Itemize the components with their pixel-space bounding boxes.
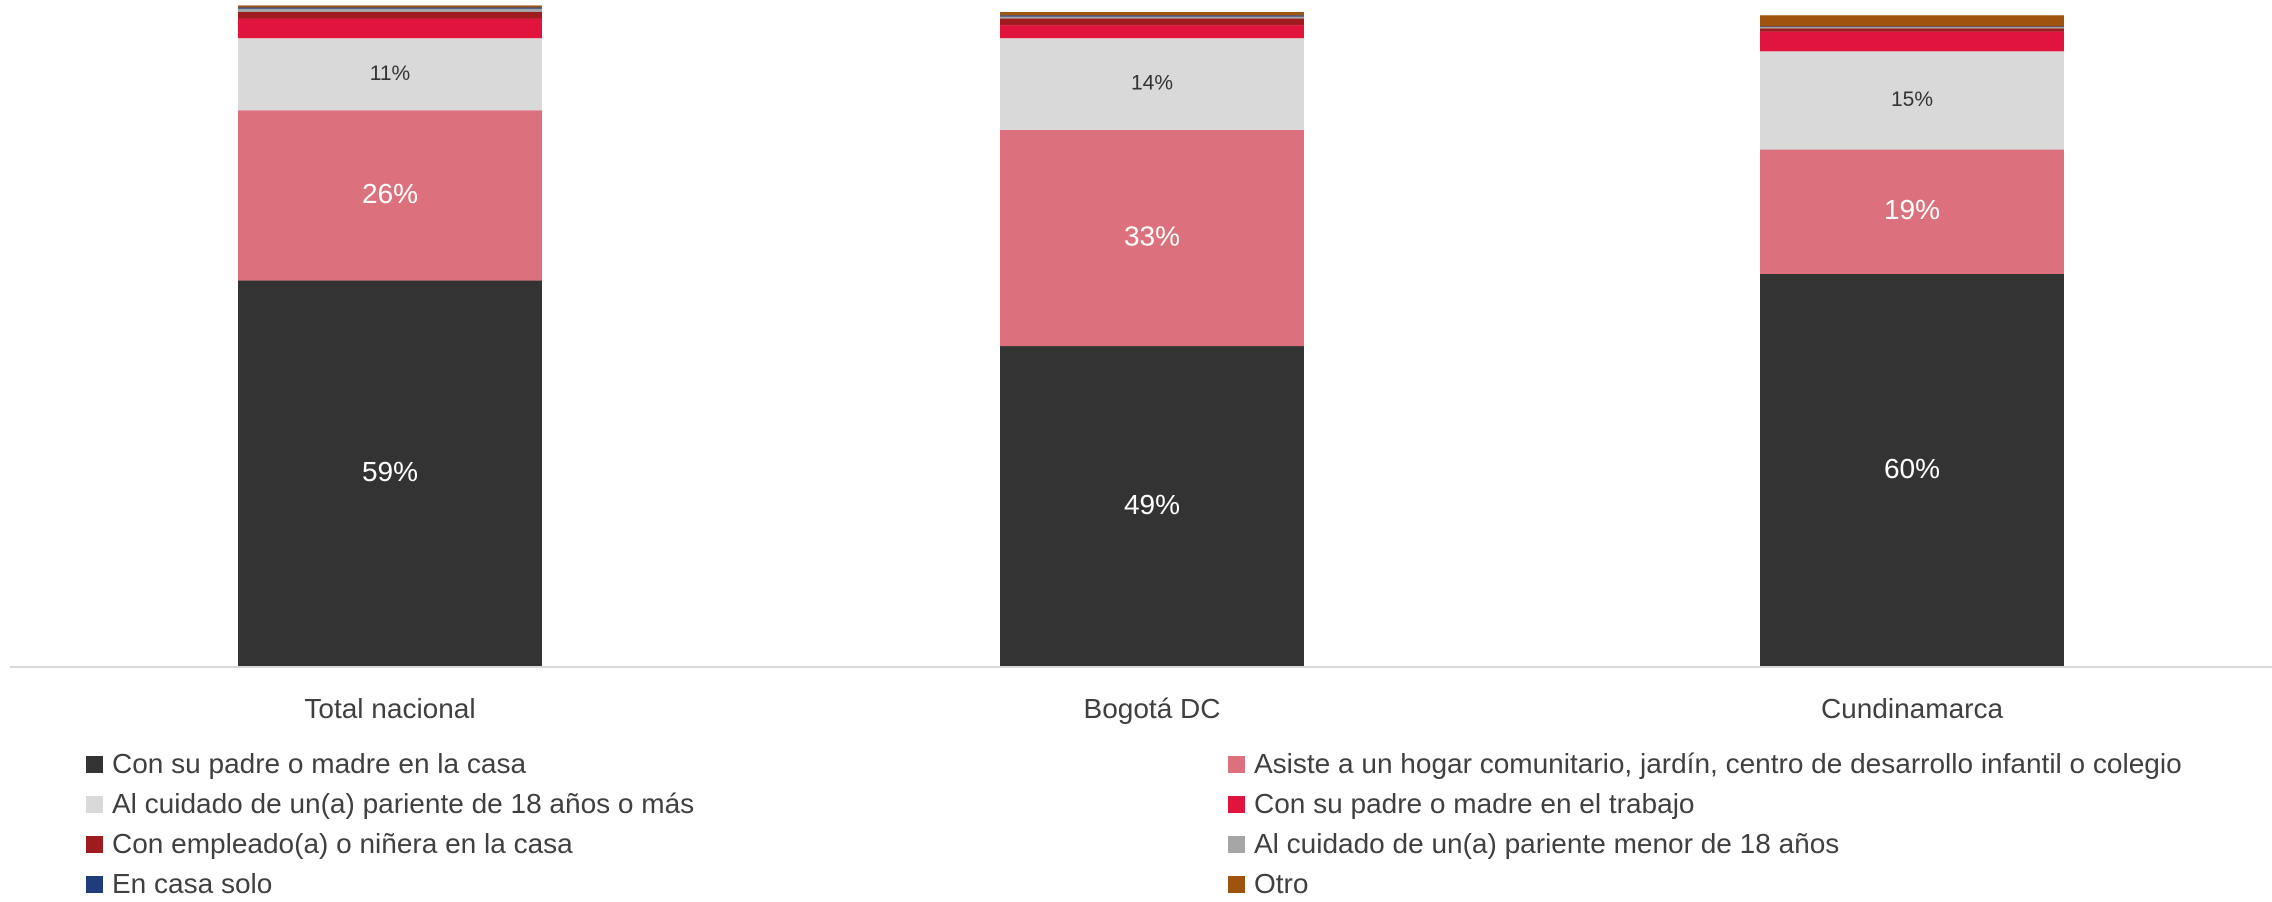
bars-group: 59% 26% 11% 49% 33% 14% 60% 19% 15%: [238, 5, 2064, 667]
bar-segment-2-6: [1760, 26, 2064, 28]
bar-segment-1-3: [1000, 25, 1304, 39]
data-label-1-1: 33%: [1124, 220, 1180, 251]
data-label-0-1: 26%: [362, 178, 418, 209]
data-label-1-0: 49%: [1124, 489, 1180, 520]
legend-item-2: Al cuidado de un(a) pariente de 18 años …: [86, 788, 694, 820]
bar-segment-2-3: [1760, 31, 2064, 52]
bar-segment-1-7: [1000, 12, 1304, 16]
bar-segment-1-1: [1000, 129, 1304, 347]
stacked-bar-chart: 59% 26% 11% 49% 33% 14% 60% 19% 15% Total nacion…: [10, 5, 2272, 724]
x-tick-label-0: Total nacional: [304, 693, 475, 724]
data-label-2-2: 15%: [1891, 88, 1933, 111]
bar-segment-2-5: [1760, 27, 2064, 29]
bar-segment-0-3: [238, 18, 542, 39]
legend-label-6: En casa solo: [112, 868, 273, 899]
bar-segment-1-4: [1000, 18, 1304, 26]
legend-label-3: Con su padre o madre en el trabajo: [1254, 788, 1695, 819]
legend-item-5: Al cuidado de un(a) pariente menor de 18…: [1228, 828, 1839, 860]
bar-segment-0-7: [238, 5, 542, 8]
bar-segment-2-0: [1760, 274, 2064, 667]
legend-item-4: Con empleado(a) o niñera en la casa: [86, 828, 573, 860]
bar-segment-1-6: [1000, 15, 1304, 17]
bar-segment-1-5: [1000, 16, 1304, 19]
data-label-2-1: 19%: [1884, 194, 1940, 225]
legend-swatch-6: [86, 875, 103, 893]
bar-segment-2-2: [1760, 51, 2064, 150]
bar-segment-0-0: [238, 280, 542, 667]
bar-segment-0-4: [238, 12, 542, 19]
bar-segment-0-6: [238, 7, 542, 9]
x-tick-label-1: Bogotá DC: [1084, 693, 1221, 724]
legend-label-7: Otro: [1254, 868, 1309, 899]
data-label-2-0: 60%: [1884, 453, 1940, 484]
legend-swatch-1: [1228, 755, 1245, 773]
legend-item-1: Asiste a un hogar comunitario, jardín, c…: [1228, 748, 2182, 780]
bar-segment-2-4: [1760, 28, 2064, 32]
legend-label-1: Asiste a un hogar comunitario, jardín, c…: [1254, 748, 2182, 779]
legend-label-5: Al cuidado de un(a) pariente menor de 18…: [1254, 828, 1840, 859]
legend-swatch-4: [86, 835, 103, 853]
bar-segment-0-2: [238, 38, 542, 111]
data-label-0-0: 59%: [362, 456, 418, 487]
x-tick-label-2: Cundinamarca: [1821, 693, 2004, 724]
data-label-1-2: 14%: [1131, 72, 1173, 95]
legend-swatch-7: [1228, 875, 1245, 893]
legend: Con su padre o madre en la casa Asiste a …: [0, 742, 2272, 902]
legend-swatch-3: [1228, 795, 1245, 813]
bar-segment-2-1: [1760, 149, 2064, 274]
bar-segment-0-5: [238, 8, 542, 12]
legend-item-0: Con su padre o madre en la casa: [86, 748, 526, 780]
data-label-0-2: 11%: [370, 62, 410, 85]
legend-swatch-0: [86, 755, 103, 773]
legend-swatch-5: [1228, 835, 1245, 853]
legend-label-2: Al cuidado de un(a) pariente de 18 años …: [112, 788, 695, 819]
legend-label-4: Con empleado(a) o niñera en la casa: [112, 828, 573, 859]
legend-label-0: Con su padre o madre en la casa: [112, 748, 527, 779]
bar-segment-1-2: [1000, 38, 1304, 130]
legend-item-6: En casa solo: [86, 868, 272, 900]
bar-segment-2-7: [1760, 15, 2064, 27]
bar-segment-1-0: [1000, 346, 1304, 667]
x-axis-labels: Total nacional Bogotá DC Cundinamarca: [304, 693, 2003, 724]
legend-item-3: Con su padre o madre en el trabajo: [1228, 788, 1695, 820]
legend-item-7: Otro: [1228, 868, 1308, 900]
legend-swatch-2: [86, 795, 103, 813]
bar-segment-0-1: [238, 110, 542, 281]
